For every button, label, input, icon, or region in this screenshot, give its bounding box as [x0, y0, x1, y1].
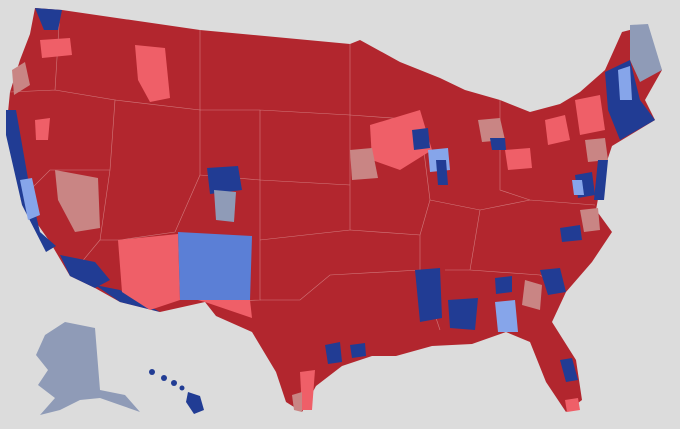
region [178, 232, 252, 300]
hawaii [149, 369, 204, 414]
region [12, 62, 30, 95]
region [350, 148, 378, 180]
region [594, 160, 608, 200]
region [575, 95, 605, 135]
region [495, 300, 518, 332]
region [522, 280, 542, 310]
region [545, 115, 570, 145]
region [350, 343, 366, 358]
region [180, 295, 252, 318]
region [448, 298, 478, 330]
region [118, 234, 180, 310]
region [55, 170, 100, 232]
region [505, 148, 532, 170]
region [35, 8, 62, 30]
region [325, 342, 342, 364]
region [415, 268, 442, 322]
region [292, 392, 302, 412]
region [630, 24, 662, 82]
region [40, 38, 72, 58]
region [135, 45, 170, 102]
region [412, 128, 430, 150]
region [560, 358, 578, 382]
region [370, 110, 432, 170]
region [585, 138, 608, 162]
region [20, 178, 40, 220]
region [580, 208, 600, 232]
region [572, 180, 584, 195]
region [6, 110, 56, 252]
region [207, 166, 242, 194]
region [495, 276, 512, 294]
region [560, 225, 582, 242]
region [436, 160, 448, 185]
region [478, 118, 505, 142]
region [60, 255, 110, 288]
alaska [36, 322, 140, 415]
region [540, 268, 566, 295]
region [565, 398, 580, 412]
region [618, 66, 632, 100]
region [214, 190, 236, 222]
region [35, 118, 50, 140]
region [300, 370, 315, 410]
region [490, 138, 506, 150]
